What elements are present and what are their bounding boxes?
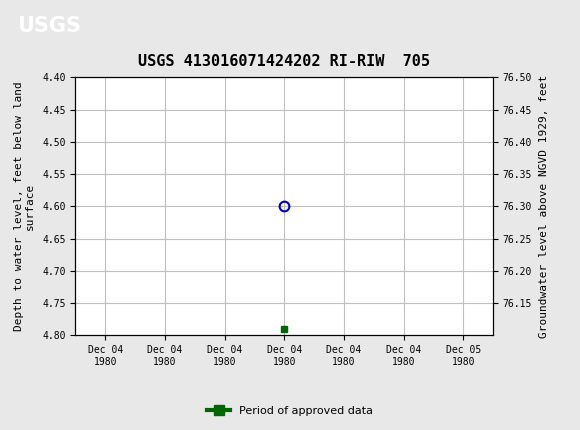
Text: USGS: USGS xyxy=(17,16,81,36)
Legend: Period of approved data: Period of approved data xyxy=(203,401,377,420)
Title: USGS 413016071424202 RI-RIW  705: USGS 413016071424202 RI-RIW 705 xyxy=(138,54,430,69)
Y-axis label: Depth to water level, feet below land
surface: Depth to water level, feet below land su… xyxy=(14,82,35,331)
Y-axis label: Groundwater level above NGVD 1929, feet: Groundwater level above NGVD 1929, feet xyxy=(539,75,549,338)
